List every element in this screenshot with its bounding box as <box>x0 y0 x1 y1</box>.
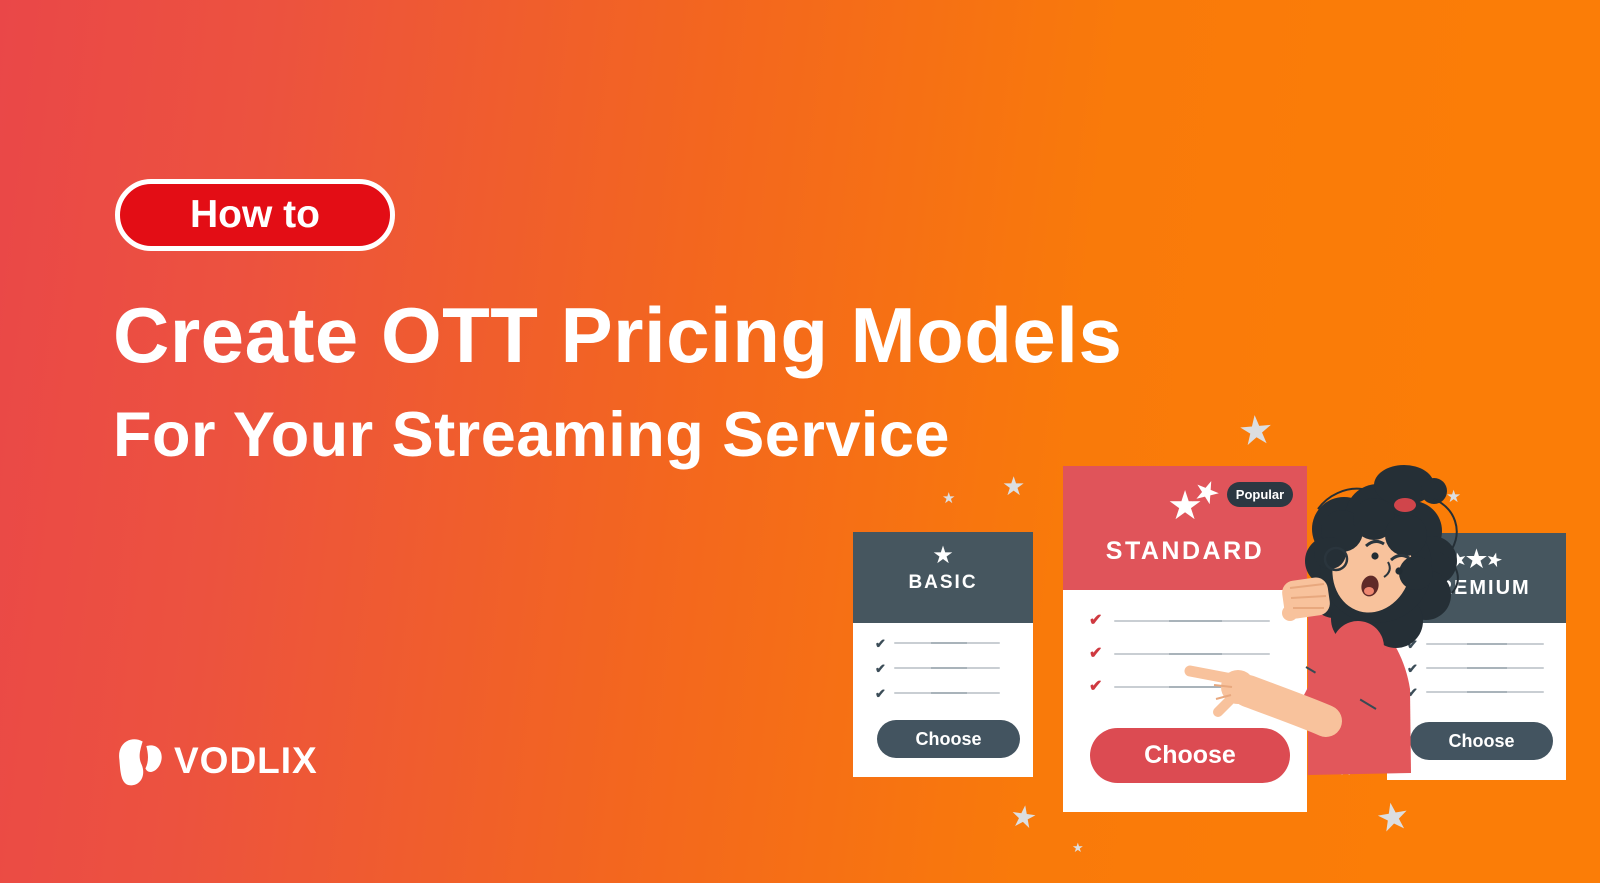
plan-header-basic: ★ BASIC <box>853 532 1033 623</box>
how-to-badge: How to <box>115 179 395 251</box>
feature-line <box>893 692 1000 694</box>
feature-line <box>1114 653 1271 655</box>
check-icon: ✔ <box>875 685 886 701</box>
star-icon: ★ <box>932 542 954 569</box>
character-illustration <box>1184 465 1459 775</box>
feature-line <box>1425 667 1544 669</box>
feature-list-basic: ✔ ✔ ✔ <box>875 636 1000 700</box>
feature-row: ✔ <box>1089 645 1271 663</box>
check-icon: ✔ <box>1407 636 1418 652</box>
feature-line <box>1425 691 1544 693</box>
feature-row: ✔ <box>1089 678 1271 696</box>
star-icon: ★ <box>1464 544 1489 574</box>
plan-card-basic: ★ BASIC ✔ ✔ ✔ Choose <box>853 532 1033 777</box>
choose-button-premium[interactable]: Choose <box>1410 722 1553 760</box>
popular-badge: Popular <box>1227 482 1293 507</box>
feature-row: ✔ <box>875 661 1000 675</box>
check-icon: ✔ <box>1407 660 1418 676</box>
star-icons: ★ ★ <box>1167 471 1227 530</box>
check-icon: ✔ <box>875 660 886 676</box>
decor-star: ★ <box>1007 799 1040 836</box>
decor-star: ★ <box>1002 471 1026 501</box>
vodlix-logo-icon <box>112 732 164 790</box>
decor-star: ★ <box>942 490 956 507</box>
feature-line <box>1114 620 1271 622</box>
feature-row: ✔ <box>1407 685 1544 699</box>
plan-name-basic: BASIC <box>908 572 978 593</box>
feature-row: ✔ <box>875 636 1000 650</box>
page-subtitle: For Your Streaming Service <box>113 400 950 470</box>
feature-line <box>1425 643 1544 645</box>
feature-row: ✔ <box>875 686 1000 700</box>
decor-star: ★ <box>1236 407 1276 455</box>
feature-line <box>893 642 1000 644</box>
choose-button-standard[interactable]: Choose <box>1090 728 1290 783</box>
star-icon: ★ <box>1167 484 1203 528</box>
feature-row: ✔ <box>1407 637 1544 651</box>
choose-button-basic[interactable]: Choose <box>877 720 1020 758</box>
how-to-label: How to <box>190 193 320 236</box>
plan-header-standard: Popular ★ ★ STANDARD <box>1063 466 1307 590</box>
vodlix-logo-text: VODLIX <box>174 740 318 781</box>
check-icon: ✔ <box>1407 684 1418 700</box>
star-icons: ★ ★ ★ <box>1447 543 1505 574</box>
feature-row: ✔ <box>1407 661 1544 675</box>
plan-name-standard: STANDARD <box>1105 537 1265 565</box>
plan-card-standard: Popular ★ ★ STANDARD ✔ ✔ ✔ Choose <box>1063 466 1307 812</box>
check-icon: ✔ <box>1089 678 1103 695</box>
feature-list-premium: ✔ ✔ ✔ <box>1407 637 1544 699</box>
vodlix-logo: VODLIX <box>112 732 318 790</box>
feature-row: ✔ <box>1089 612 1271 630</box>
decor-star: ★ <box>1446 487 1462 506</box>
check-icon: ✔ <box>1089 645 1103 662</box>
feature-line <box>1114 686 1271 688</box>
check-icon: ✔ <box>1089 612 1103 629</box>
page-title: Create OTT Pricing Models <box>113 291 1123 379</box>
feature-line <box>893 667 1000 669</box>
feature-list-standard: ✔ ✔ ✔ <box>1089 612 1271 696</box>
decor-star: ★ <box>1072 840 1084 855</box>
check-icon: ✔ <box>875 635 886 651</box>
